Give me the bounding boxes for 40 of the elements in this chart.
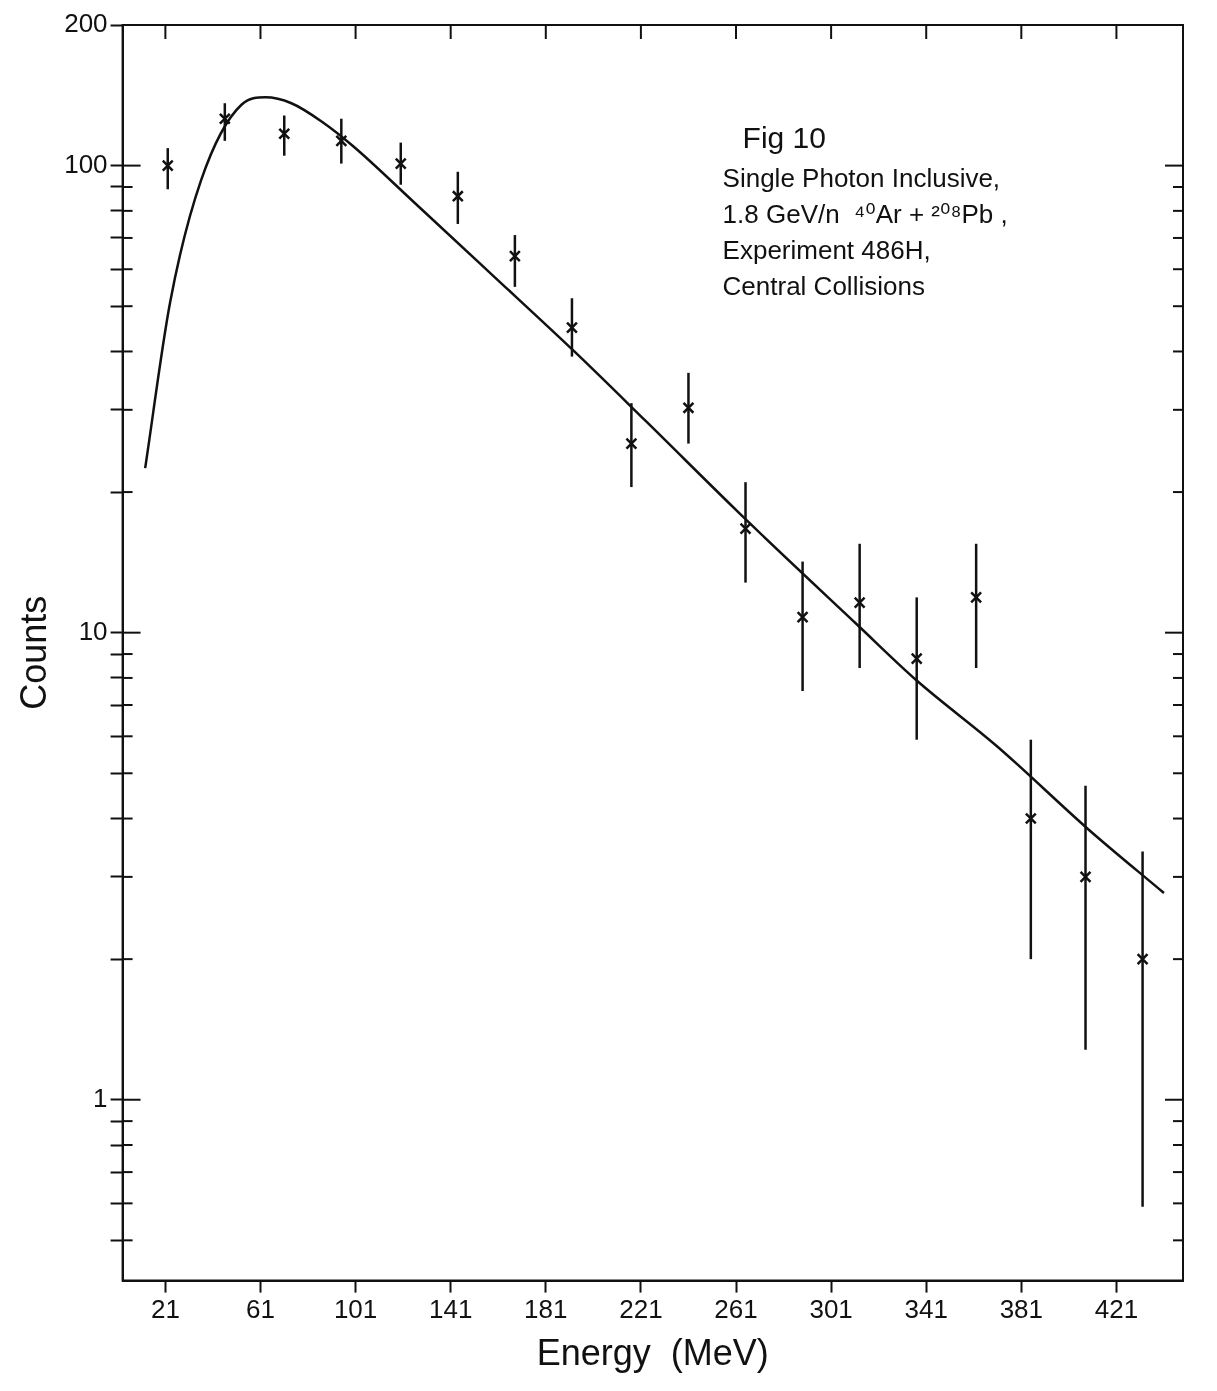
point bbox=[739, 522, 752, 535]
point bbox=[853, 596, 866, 609]
point bbox=[969, 591, 983, 604]
annotation: Single Photon Inclusive, bbox=[722, 163, 1001, 194]
point bbox=[335, 134, 348, 148]
x-tick-label: 61 bbox=[246, 1294, 275, 1325]
point bbox=[278, 127, 291, 140]
x-tick-label: 21 bbox=[150, 1294, 180, 1325]
annotation: 1.8 GeV/n ⁴⁰Ar + ²⁰⁸Pb , bbox=[722, 199, 1008, 230]
x-tick-label: 101 bbox=[333, 1294, 378, 1325]
point bbox=[161, 159, 174, 172]
point bbox=[796, 610, 809, 624]
point bbox=[218, 112, 232, 125]
x-tick-label: 421 bbox=[1094, 1294, 1139, 1325]
point bbox=[1079, 870, 1092, 884]
x-tick-label: 381 bbox=[999, 1294, 1044, 1325]
y-tick-label: 100 bbox=[64, 148, 108, 179]
point bbox=[1136, 952, 1149, 966]
x-axis-title: Energy (MeV) bbox=[536, 1332, 769, 1374]
x-tick-label: 141 bbox=[429, 1294, 473, 1325]
text: Fig 10 bbox=[742, 121, 826, 155]
point bbox=[451, 190, 465, 203]
x-tick-label: 181 bbox=[524, 1294, 568, 1325]
x-tick-label: 261 bbox=[714, 1294, 758, 1325]
annotation: Central Collisions bbox=[722, 271, 925, 302]
point bbox=[394, 157, 407, 170]
point bbox=[508, 249, 522, 263]
point bbox=[1024, 812, 1038, 825]
point bbox=[910, 652, 923, 665]
x-tick-label: 341 bbox=[904, 1294, 948, 1325]
x-tick-label: 221 bbox=[619, 1294, 663, 1325]
y-tick-label: 10 bbox=[78, 615, 108, 646]
point bbox=[682, 401, 695, 415]
y-tick-label: 1 bbox=[93, 1082, 108, 1113]
y-tick-label: 200 bbox=[64, 8, 108, 39]
annotation: Experiment 486H, bbox=[722, 235, 931, 266]
y-axis-title: Counts bbox=[12, 595, 54, 710]
x-tick-label: 301 bbox=[809, 1294, 853, 1325]
point bbox=[625, 437, 638, 450]
point bbox=[565, 321, 579, 334]
